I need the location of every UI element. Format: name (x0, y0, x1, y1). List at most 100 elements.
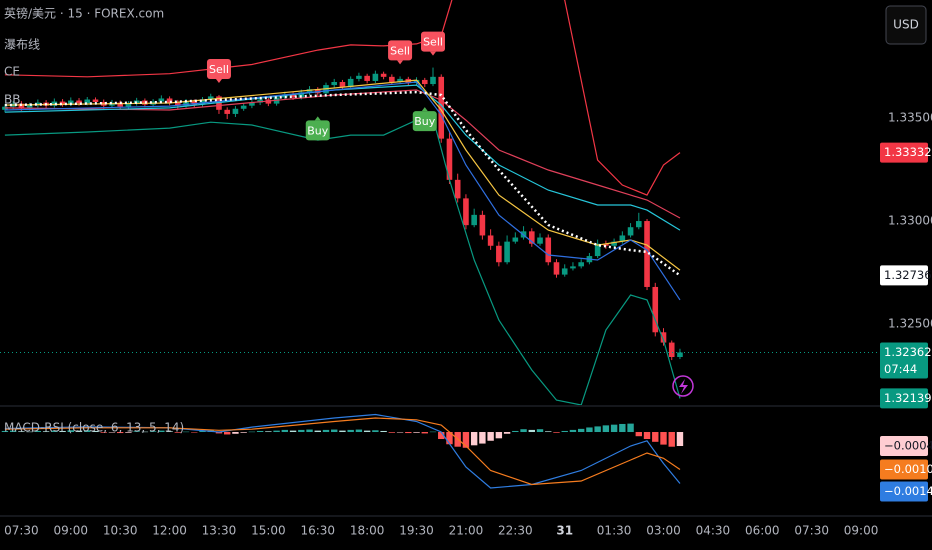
candle-body (175, 102, 181, 106)
alert-bolt (679, 379, 688, 394)
candle-body (668, 342, 675, 358)
histogram-bar (594, 426, 601, 433)
indicator-label: BB (4, 93, 20, 107)
candle-body (430, 76, 436, 85)
signal-box (412, 111, 437, 132)
candle-body (183, 101, 189, 106)
histogram-bar (660, 432, 667, 445)
price-tag (880, 481, 928, 502)
price-tag-label: 1.33332 (884, 145, 932, 159)
candle-body (594, 243, 601, 257)
candle-body (512, 237, 519, 242)
histogram-bar (487, 432, 494, 441)
histogram-bar (51, 430, 58, 433)
histogram-bar (248, 431, 256, 433)
histogram-bar (298, 429, 305, 433)
histogram-bar (26, 431, 33, 433)
x-tick-label: 12:00 (152, 524, 187, 538)
candle-body (298, 92, 305, 98)
candle-body (290, 94, 296, 98)
indicator-label: 瀑布线 (4, 38, 40, 52)
histogram-bar (273, 430, 280, 433)
candle-body (125, 103, 132, 107)
price-tag (880, 436, 928, 457)
indicator-line (4, 0, 681, 196)
candle-body (504, 241, 510, 263)
x-tick-label: 18:00 (350, 524, 385, 538)
histogram-bar (610, 424, 618, 433)
histogram-bar (586, 427, 593, 433)
histogram-bar (569, 429, 577, 433)
histogram-bar (174, 432, 182, 433)
candle-body (35, 102, 41, 106)
macd-pane (1, 413, 684, 489)
histogram-bar (545, 431, 552, 433)
candle-body (644, 221, 650, 287)
candle-body (463, 198, 469, 226)
histogram-bar (446, 432, 453, 445)
signal-box (206, 58, 231, 79)
candle-body (636, 221, 642, 228)
candle-body (454, 179, 461, 199)
candle-body (76, 100, 82, 104)
signal-pointer (430, 51, 437, 56)
candle-body (496, 245, 502, 263)
alert-icon[interactable] (672, 375, 694, 397)
histogram-bar (495, 432, 503, 439)
signal-box (421, 31, 446, 52)
histogram-bar (314, 430, 321, 433)
histogram-bar (281, 429, 289, 433)
x-tick-label: 16:30 (300, 524, 335, 538)
indicator-line (4, 79, 681, 271)
x-tick-label: 06:00 (745, 524, 780, 538)
signal-pointer (215, 78, 222, 83)
currency-label[interactable]: USD (893, 18, 919, 32)
candle-body (627, 227, 634, 236)
histogram-bar (224, 432, 231, 435)
signal-label: Sell (209, 63, 229, 76)
signal-box (305, 120, 330, 141)
candle-body (339, 81, 346, 88)
candle-body (232, 108, 239, 114)
candle-body (92, 99, 99, 102)
histogram-bar (182, 431, 190, 433)
histogram-bar (1, 430, 9, 433)
x-tick-label: 07:30 (4, 524, 39, 538)
candle-body (471, 214, 477, 226)
histogram-bar (149, 431, 157, 433)
x-tick-label: 03:00 (646, 524, 681, 538)
price-tag (880, 265, 928, 286)
candle-body (67, 100, 74, 105)
x-tick-label: 15:00 (251, 524, 286, 538)
currency-button[interactable] (885, 5, 927, 45)
y-tick-label: 1.33500 (888, 111, 932, 125)
candle-body (117, 102, 123, 107)
candle-body (553, 262, 560, 275)
candle-body (479, 214, 486, 236)
price-tag-label: 1.32362 (884, 345, 932, 359)
candle-body (158, 98, 165, 102)
histogram-bar (158, 430, 165, 433)
signal-label: Sell (423, 36, 443, 49)
price-tag-label: 1.32139 (884, 391, 932, 405)
histogram-bar (215, 432, 223, 434)
price-tag (880, 342, 928, 379)
histogram-bar (503, 432, 511, 434)
candle-body (240, 105, 247, 109)
histogram-bar (141, 431, 149, 433)
histogram-bar (676, 432, 684, 447)
histogram-bar (306, 429, 313, 433)
histogram-bar (635, 432, 643, 437)
histogram-bar (536, 429, 544, 433)
histogram-bar (347, 429, 354, 433)
signal-box (388, 40, 413, 61)
candle-body (356, 75, 362, 79)
histogram-bar (462, 432, 470, 448)
x-tick-label: 09:00 (53, 524, 88, 538)
histogram-bar (256, 430, 264, 433)
candle-body (347, 78, 354, 88)
indicator-line (4, 81, 681, 301)
histogram-bar (512, 430, 519, 433)
